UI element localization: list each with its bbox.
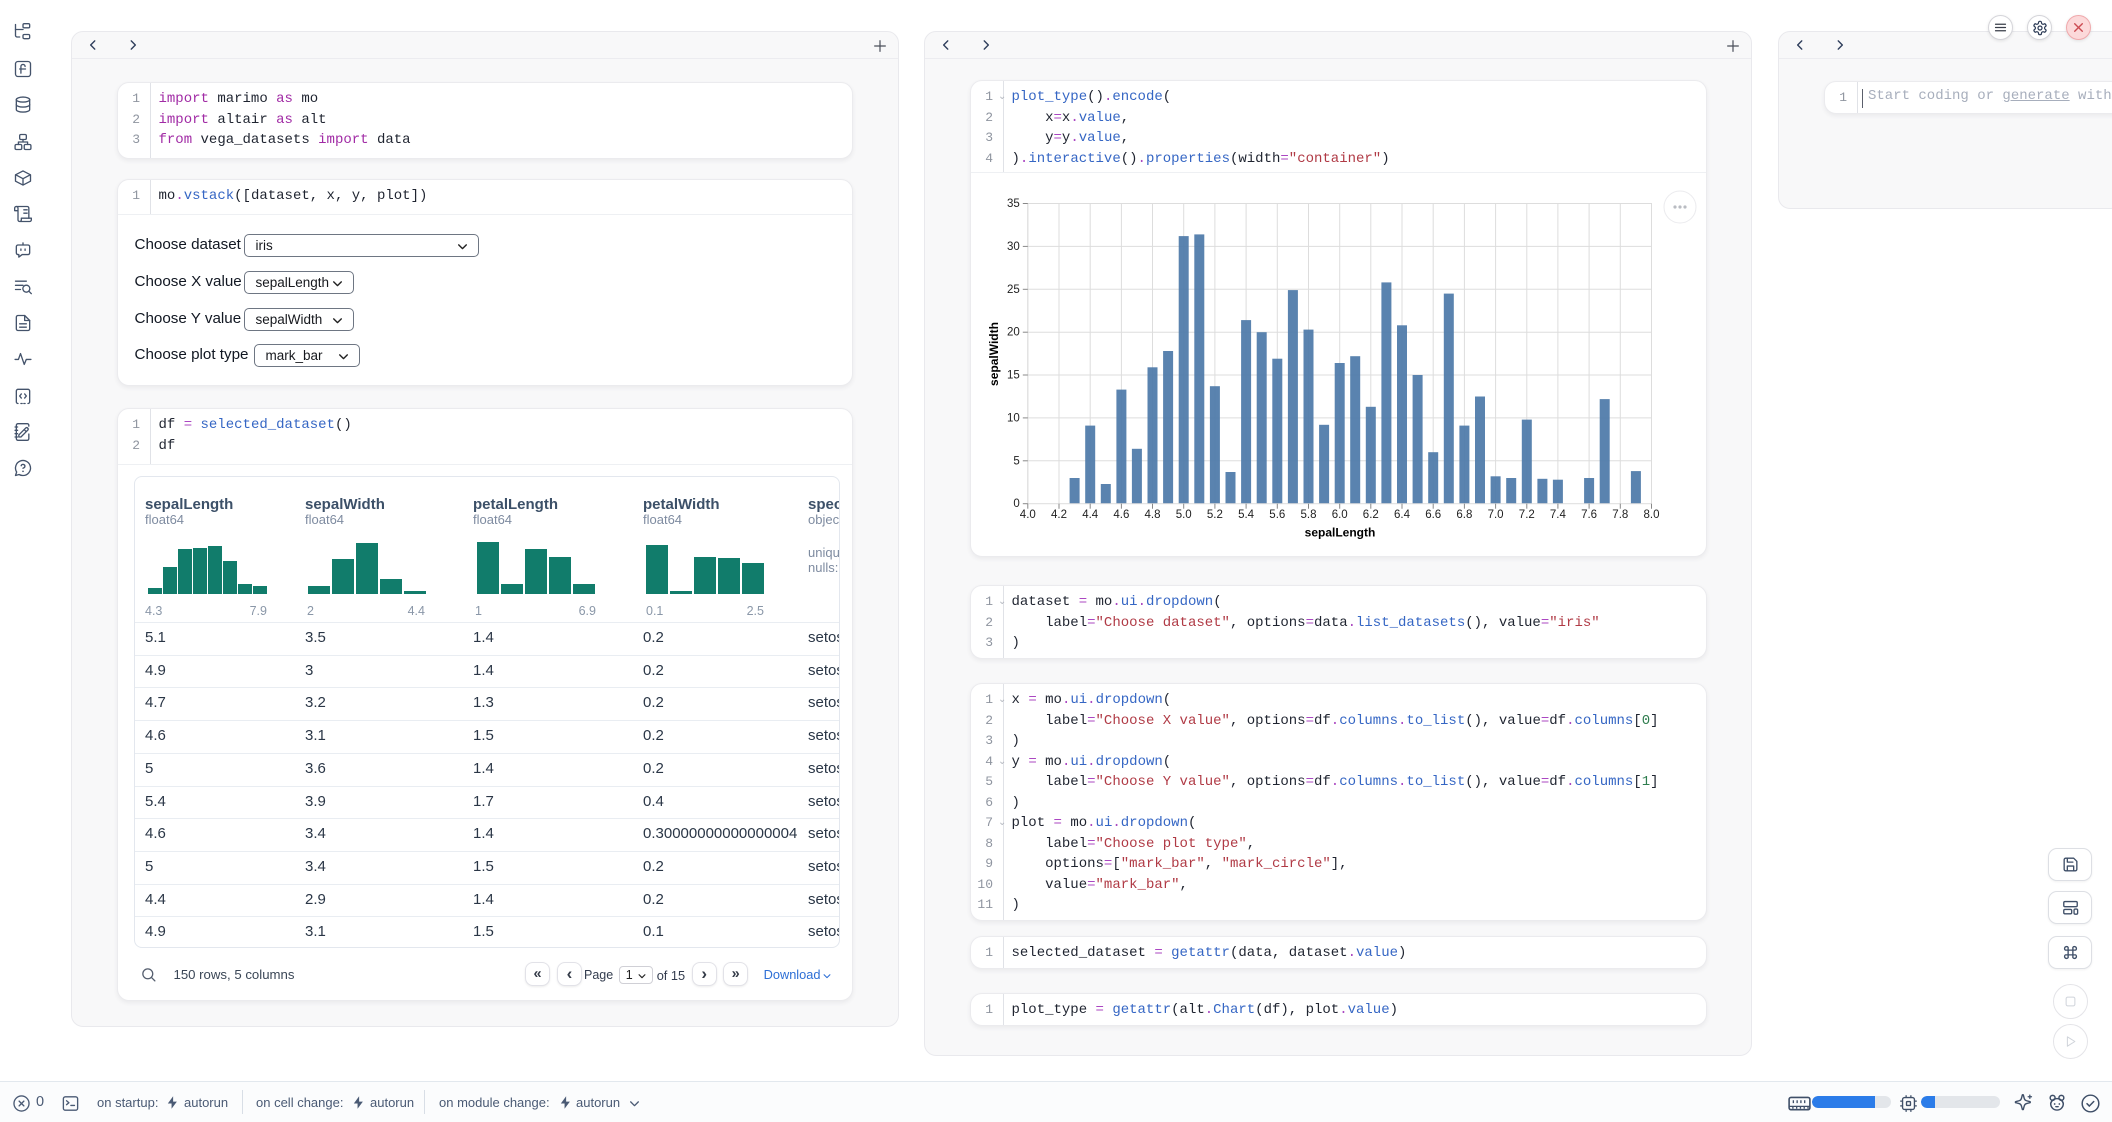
svg-text:0: 0 (1013, 498, 1019, 510)
svg-text:4.2: 4.2 (1051, 509, 1067, 521)
svg-text:sepalLength: sepalLength (1305, 526, 1376, 540)
svg-text:6.8: 6.8 (1456, 509, 1472, 521)
svg-text:7.0: 7.0 (1488, 509, 1504, 521)
svg-text:sepalWidth: sepalWidth (987, 322, 1001, 386)
svg-text:4.6: 4.6 (1113, 509, 1129, 521)
svg-text:8.0: 8.0 (1644, 509, 1660, 521)
svg-text:5.0: 5.0 (1176, 509, 1192, 521)
svg-text:7.8: 7.8 (1612, 509, 1628, 521)
svg-text:5: 5 (1013, 455, 1019, 467)
svg-text:15: 15 (1007, 370, 1020, 382)
svg-text:7.6: 7.6 (1581, 509, 1597, 521)
svg-text:5.8: 5.8 (1301, 509, 1317, 521)
svg-text:4.8: 4.8 (1145, 509, 1161, 521)
svg-text:6.0: 6.0 (1332, 509, 1348, 521)
svg-text:7.4: 7.4 (1550, 509, 1567, 521)
svg-text:5.2: 5.2 (1207, 509, 1223, 521)
svg-text:20: 20 (1007, 327, 1020, 339)
svg-text:4.0: 4.0 (1020, 509, 1036, 521)
svg-text:5.6: 5.6 (1269, 509, 1285, 521)
svg-text:5.4: 5.4 (1238, 509, 1255, 521)
svg-text:30: 30 (1007, 241, 1020, 253)
svg-text:10: 10 (1007, 412, 1020, 424)
svg-text:25: 25 (1007, 284, 1020, 296)
svg-text:35: 35 (1007, 198, 1020, 210)
svg-text:6.2: 6.2 (1363, 509, 1379, 521)
svg-text:4.4: 4.4 (1082, 509, 1099, 521)
svg-text:6.6: 6.6 (1425, 509, 1441, 521)
svg-text:6.4: 6.4 (1394, 509, 1411, 521)
svg-text:7.2: 7.2 (1519, 509, 1535, 521)
